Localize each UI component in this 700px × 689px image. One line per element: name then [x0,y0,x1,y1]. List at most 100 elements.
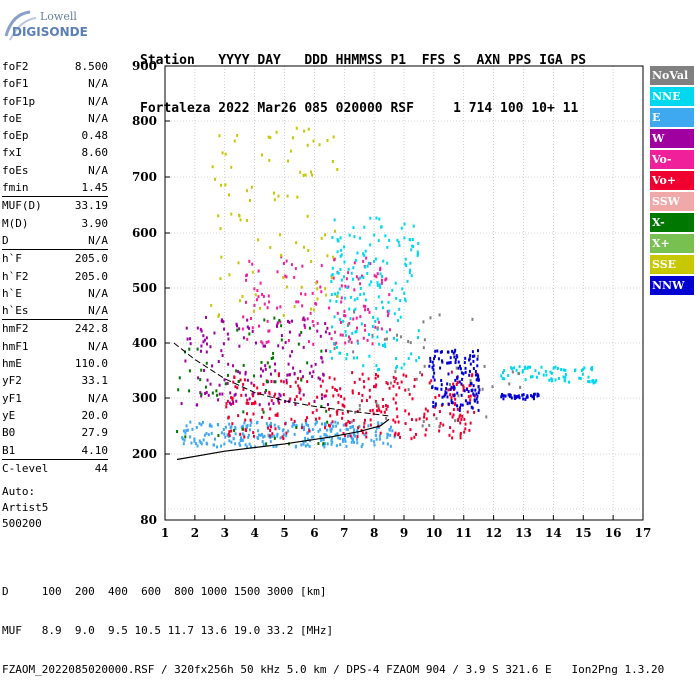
data-point-w [259,367,262,371]
data-point-w [270,372,273,376]
data-point-noval [422,346,425,350]
data-point-e [339,428,342,432]
data-point-sse [295,126,298,130]
data-point-sse [217,313,220,317]
data-point-nne [594,380,597,384]
data-point-nne [340,248,343,252]
data-point-vo- [469,421,472,425]
data-point-nne [408,271,411,275]
data-point-nne [554,378,557,382]
data-point-x- [237,379,240,383]
data-point-vo- [380,327,383,331]
data-point-vo- [349,337,352,341]
data-point-vo- [268,300,271,304]
data-point-nne [371,324,374,328]
data-point-noval [438,424,441,428]
data-point-vo- [385,404,388,408]
data-point-x- [184,435,187,439]
data-point-vo- [324,394,327,398]
data-point-e [390,425,393,429]
data-point-nnw [471,388,474,392]
data-point-nne [534,369,537,373]
x-tick-label: 8 [370,526,378,540]
data-point-x- [263,318,266,322]
data-point-nne [375,216,378,220]
data-point-e [350,420,353,424]
data-point-nne [354,307,357,311]
data-point-nnw [472,367,475,371]
data-point-nne [359,236,362,240]
data-point-e [320,422,323,426]
data-point-w [264,367,267,371]
data-point-vo- [450,396,453,400]
param-label: C-level [2,461,49,475]
data-point-e [239,443,242,447]
data-point-w [288,330,291,334]
data-point-vo- [318,416,321,420]
data-point-vo- [282,380,285,384]
data-point-nne [528,365,531,369]
data-point-e [305,421,308,425]
data-point-nnw [444,390,447,394]
data-point-nne [583,366,586,370]
data-point-vo- [300,426,303,430]
param-value: 44 [94,461,108,475]
data-point-w [285,378,288,382]
data-point-e [257,433,260,437]
param-row: M(D) 3.90 [2,215,108,232]
footer-file-info: FZAOM_2022085020000.RSF / 320fx256h 50 k… [2,663,665,676]
data-point-nne [337,239,340,243]
data-point-vo- [452,408,455,412]
data-point-vo- [395,393,398,397]
data-point-nnw [451,349,454,353]
data-point-vo- [380,410,383,414]
data-point-sse [336,167,339,171]
data-point-vo- [343,434,346,438]
data-point-w [259,374,262,378]
data-point-e [232,436,235,440]
data-point-vo- [327,423,330,427]
data-point-w [200,394,203,398]
data-point-x- [236,328,239,332]
data-point-vo- [358,377,361,381]
data-point-nnw [469,362,472,366]
data-point-e [229,426,232,430]
data-point-vo- [342,432,345,436]
data-point-sse [293,305,296,309]
data-point-nne [587,375,590,379]
data-point-nnw [474,373,477,377]
data-point-nnw [468,357,471,361]
data-point-w [322,372,325,376]
data-point-e [375,437,378,441]
param-row: h`Es N/A [2,302,108,319]
data-point-w [213,331,216,335]
data-point-vo- [377,320,380,324]
data-point-e [223,432,226,436]
data-point-w [247,326,250,330]
data-point-vo- [382,405,385,409]
data-point-nne [362,276,365,280]
data-point-nne [345,333,348,337]
param-value: N/A [88,304,108,318]
data-point-e [205,441,208,445]
data-point-nne [330,274,333,278]
data-point-nnw [458,380,461,384]
data-point-nnw [459,403,462,407]
data-point-vo- [398,386,401,390]
data-point-nnw [468,373,471,377]
data-point-nne [344,330,347,334]
data-point-w [202,340,205,344]
data-point-e [263,434,266,438]
data-point-nne [334,292,337,296]
data-point-e [353,428,356,432]
data-point-vo- [299,388,302,392]
data-point-vo- [284,422,287,426]
data-point-nne [336,271,339,275]
param-row: foE N/A [2,110,108,127]
data-point-e [200,423,203,427]
data-point-vo- [243,378,246,382]
data-point-nnw [526,395,529,399]
data-point-vo- [311,320,314,324]
data-point-vo- [285,381,288,385]
data-point-e [248,442,251,446]
